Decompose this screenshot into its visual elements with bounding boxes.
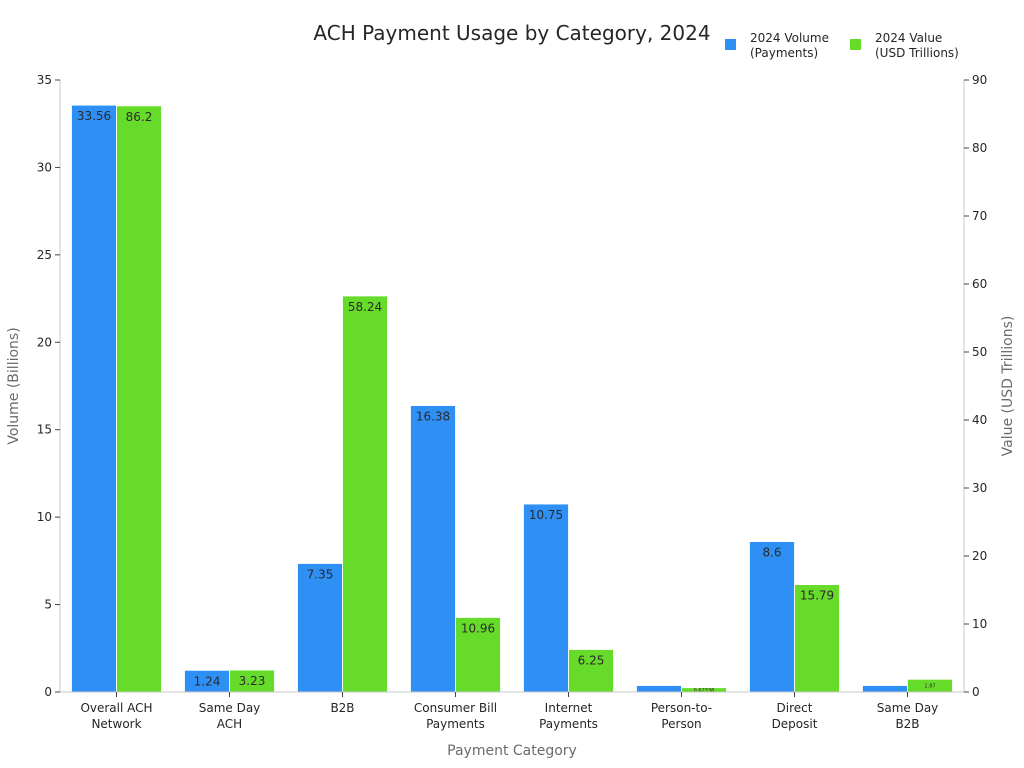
volume-bar — [749, 541, 795, 693]
x-tick-label: Same Day B2B — [877, 701, 939, 731]
left-tick-label: 15 — [37, 423, 52, 437]
volume-data-label: 7.35 — [307, 567, 334, 581]
right-tick-label: 30 — [972, 481, 987, 495]
right-tick-label: 50 — [972, 345, 987, 359]
left-tick-label: 35 — [37, 73, 52, 87]
left-y-axis: 0 5 10 15 20 25 30 35 — [37, 73, 61, 699]
right-tick-label: 60 — [972, 277, 987, 291]
x-tick-label: Same Day ACH — [199, 701, 261, 731]
volume-data-label: 16.38 — [416, 410, 450, 424]
value-data-label: 10.96 — [461, 621, 495, 635]
volume-bar — [862, 685, 908, 693]
value-data-label: 1.87 — [924, 684, 935, 690]
right-tick-label: 10 — [972, 617, 987, 631]
value-data-label: 3.23 — [239, 674, 266, 688]
legend-swatch-volume — [725, 39, 736, 50]
legend-label-volume: 2024 Volume (Payments) — [750, 31, 829, 60]
left-tick-label: 10 — [37, 510, 52, 524]
right-tick-label: 40 — [972, 413, 987, 427]
left-tick-label: 5 — [44, 598, 52, 612]
right-tick-label: 70 — [972, 209, 987, 223]
right-tick-label: 0 — [972, 685, 980, 699]
value-bar — [794, 584, 840, 693]
value-bar — [116, 105, 162, 693]
value-data-label: 15.79 — [800, 589, 834, 603]
x-tick-label: Direct Deposit — [772, 701, 818, 731]
plot-area: 33.56 86.2 1.24 3.23 7.35 58.24 16.38 10.96 10.7… — [71, 104, 953, 694]
volume-bar — [410, 405, 456, 693]
volume-data-label: 8.6 — [762, 546, 781, 560]
chart-legend: 2024 Volume (Payments) 2024 Value (USD Tril… — [725, 31, 959, 60]
value-bar — [568, 649, 614, 693]
left-tick-label: 30 — [37, 160, 52, 174]
left-tick-label: 25 — [37, 248, 52, 262]
x-tick-label: Internet Payments — [539, 701, 598, 731]
value-bar — [342, 295, 388, 693]
left-tick-label: 20 — [37, 335, 52, 349]
left-axis-label: Volume (Billions) — [6, 327, 22, 444]
right-tick-label: 80 — [972, 141, 987, 155]
x-axis-label: Payment Category — [447, 743, 577, 759]
value-data-label: 58.24 — [348, 300, 382, 314]
right-tick-label: 90 — [972, 73, 987, 87]
value-data-label: 0.62338 — [694, 688, 715, 694]
left-tick-label: 0 — [44, 685, 52, 699]
volume-bar — [523, 503, 569, 693]
right-tick-label: 20 — [972, 549, 987, 563]
volume-bar — [297, 563, 343, 693]
chart-title: ACH Payment Usage by Category, 2024 — [313, 21, 710, 45]
x-tick-label: Overall ACH Network — [80, 701, 152, 731]
x-axis: Overall ACH Network Same Day ACH B2B Consumer… — [60, 691, 964, 731]
legend-label-value: 2024 Value (USD Trillions) — [875, 31, 959, 60]
volume-bar — [636, 685, 682, 693]
right-y-axis: 0 10 20 30 40 50 60 70 80 90 — [963, 73, 987, 699]
volume-data-label: 10.75 — [529, 508, 563, 522]
legend-swatch-value — [850, 39, 861, 50]
right-axis-label: Value (USD Trillions) — [1000, 316, 1016, 457]
x-tick-label: Consumer Bill Payments — [414, 701, 497, 731]
x-tick-label: Person-to-Person — [651, 701, 712, 731]
value-data-label: 86.2 — [126, 110, 153, 124]
volume-data-label: 33.56 — [77, 109, 111, 123]
value-data-label: 6.25 — [578, 654, 605, 668]
volume-bar — [71, 104, 117, 693]
x-tick-label: B2B — [330, 701, 354, 715]
volume-data-label: 1.24 — [194, 674, 221, 688]
